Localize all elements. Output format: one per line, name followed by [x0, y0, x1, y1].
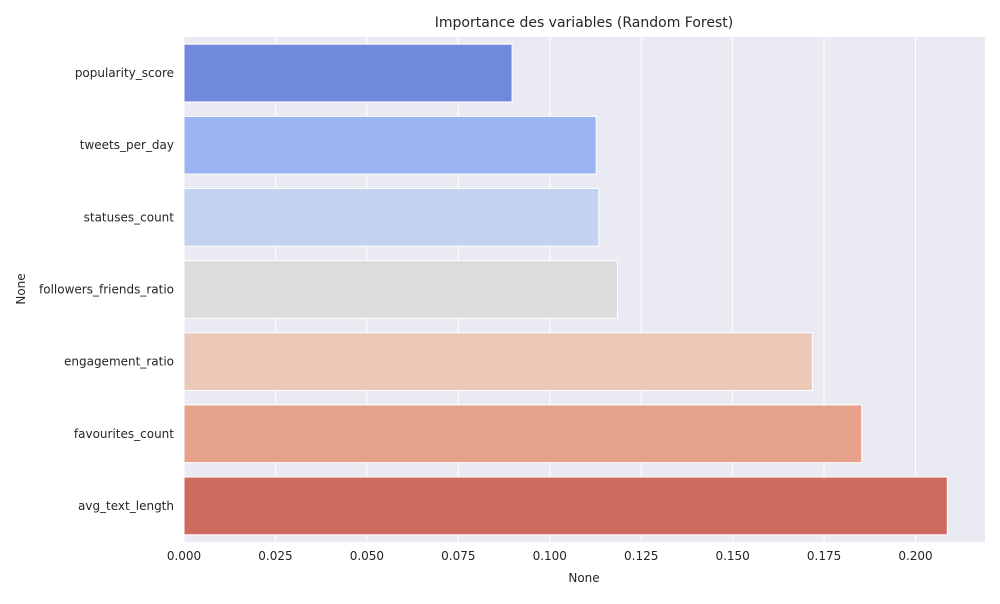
y-tick-label: popularity_score — [75, 66, 174, 80]
bar-avg_text_length — [183, 476, 948, 536]
bar-engagement_ratio — [183, 332, 813, 391]
x-tick-labels: 0.000 0.025 0.050 0.075 0.100 0.125 0.150 0.175… — [167, 549, 933, 563]
y-tick-label: favourites_count — [74, 427, 174, 441]
x-tick-label: 0.125 — [624, 549, 658, 563]
x-tick-label: 0.100 — [533, 549, 567, 563]
x-tick-label: 0.150 — [715, 549, 749, 563]
x-tick-label: 0.000 — [167, 549, 201, 563]
y-tick-labels: popularity_score tweets_per_day statuses_c… — [39, 66, 174, 513]
x-tick-label: 0.175 — [807, 549, 841, 563]
x-tick-label: 0.075 — [441, 549, 475, 563]
y-tick-label: followers_friends_ratio — [39, 283, 174, 297]
x-tick-label: 0.025 — [258, 549, 292, 563]
x-tick-label: 0.050 — [350, 549, 384, 563]
y-tick-label: statuses_count — [84, 210, 175, 224]
bar-tweets_per_day — [183, 115, 597, 175]
chart-title: Importance des variables (Random Forest) — [435, 15, 733, 31]
x-tick-label: 0.200 — [898, 549, 932, 563]
bar-statuses_count — [183, 188, 600, 247]
x-axis-label: None — [568, 571, 599, 585]
bar-favourites_count — [183, 404, 863, 464]
y-tick-label: engagement_ratio — [64, 355, 174, 369]
bar-followers_friends_ratio — [183, 260, 618, 319]
y-axis-label: None — [14, 273, 28, 304]
bar-popularity_score — [183, 43, 513, 103]
bars — [183, 43, 948, 536]
y-tick-label: avg_text_length — [78, 499, 174, 513]
y-tick-label: tweets_per_day — [80, 138, 174, 152]
